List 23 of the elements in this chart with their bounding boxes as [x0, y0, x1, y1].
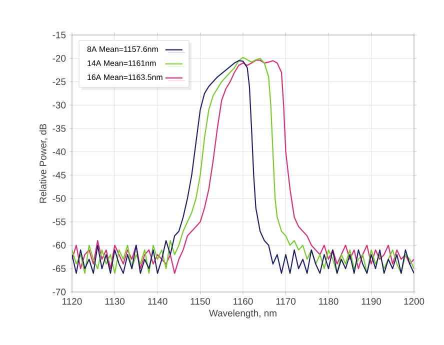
x-tick-label: 1130: [105, 298, 125, 305]
x-tick-label: 1150: [190, 298, 210, 305]
x-axis-title: Wavelength, nm: [209, 310, 276, 318]
x-tick-label: 1180: [319, 298, 338, 305]
x-tick-label: 1140: [148, 298, 168, 305]
x-tick-label: 1120: [62, 298, 82, 305]
y-tick-label: -45: [52, 172, 66, 178]
y-axis-title: Relative Power, dB: [39, 124, 48, 203]
y-tick-label: -40: [52, 148, 66, 156]
y-tick-label: -65: [52, 265, 66, 272]
y-tick-label: -20: [52, 55, 66, 62]
y-tick-label: -35: [52, 125, 66, 132]
x-tick-label: 1170: [276, 298, 296, 305]
x-tick-label: 1190: [362, 298, 382, 305]
y-tick-label: -25: [52, 78, 66, 86]
y-tick-label: -50: [52, 195, 66, 202]
y-tick-label: -15: [52, 32, 66, 38]
y-tick-label: -60: [52, 242, 66, 249]
x-tick-label: 1200: [404, 298, 424, 305]
y-tick-label: -55: [52, 218, 66, 226]
x-tick-label: 1160: [234, 298, 253, 305]
y-tick-label: -30: [52, 102, 66, 108]
y-tick-label: -70: [52, 288, 66, 296]
